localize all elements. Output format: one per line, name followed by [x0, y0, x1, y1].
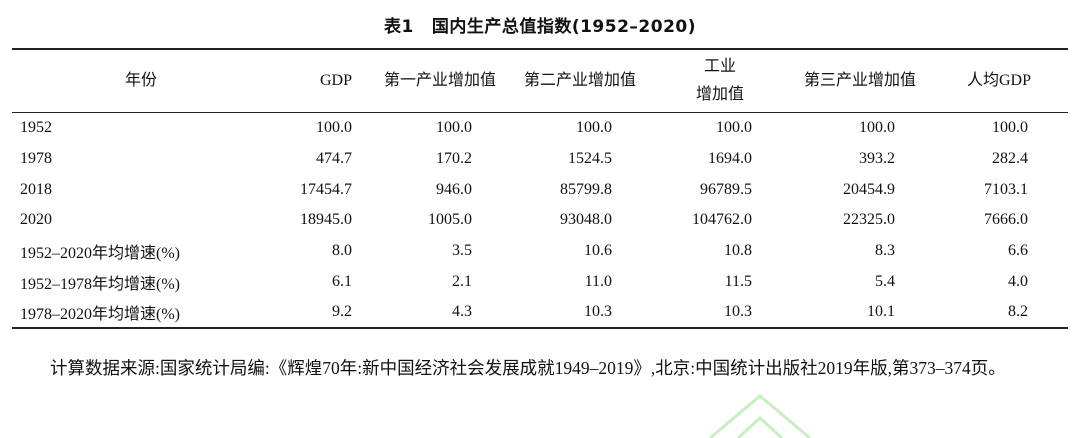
cell-industry: 1694.0: [708, 150, 752, 168]
cell-per-capita: 7103.1: [984, 180, 1028, 198]
cell-per-capita: 6.6: [1008, 242, 1028, 260]
cell-tertiary: 10.1: [867, 303, 895, 321]
top-rule: [12, 48, 1068, 50]
cell-per-capita: 4.0: [1008, 272, 1028, 290]
watermark-icon: [709, 394, 811, 438]
cell-tertiary: 393.2: [859, 150, 895, 168]
header-industry-line2: 增加值: [695, 86, 744, 103]
table-row: 2018 17454.7 946.0 85799.8 96789.5 20454.9 710…: [12, 174, 1068, 205]
bottom-rule: [12, 327, 1068, 329]
cell-tertiary: 5.4: [875, 272, 895, 290]
header-industry: 工业 增加值: [650, 50, 790, 112]
table-row: 1952–2020年均增速(%) 8.0 3.5 10.6 10.8 8.3 6.6: [12, 236, 1068, 267]
cell-secondary: 10.3: [584, 303, 612, 321]
cell-secondary: 85799.8: [560, 180, 612, 198]
cell-secondary: 100.0: [576, 119, 612, 137]
cell-industry: 104762.0: [692, 211, 752, 229]
header-gdp: GDP: [319, 72, 352, 89]
header-rule: [12, 112, 1068, 113]
cell-primary: 946.0: [436, 180, 472, 198]
cell-primary: 4.3: [452, 303, 472, 321]
cell-industry: 11.5: [724, 272, 752, 290]
cell-year: 2018: [20, 180, 52, 198]
cell-primary: 2.1: [452, 272, 472, 290]
cell-secondary: 11.0: [584, 272, 612, 290]
header-primary: 第一产业增加值: [383, 72, 496, 89]
cell-year: 2020: [20, 211, 52, 229]
cell-gdp: 17454.7: [300, 180, 352, 198]
cell-year: 1952–1978年均增速(%): [20, 275, 180, 293]
cell-gdp: 100.0: [316, 119, 352, 137]
header-industry-line1: 工业: [703, 58, 736, 75]
cell-gdp: 9.2: [332, 303, 352, 321]
cell-gdp: 18945.0: [300, 211, 352, 229]
cell-tertiary: 22325.0: [843, 211, 895, 229]
cell-primary: 100.0: [436, 119, 472, 137]
watermark-outer-chevron: [709, 394, 811, 438]
watermark-inner-chevron: [736, 415, 784, 438]
cell-per-capita: 282.4: [992, 150, 1028, 168]
table-row: 2020 18945.0 1005.0 93048.0 104762.0 22325.0 7…: [12, 205, 1068, 236]
cell-primary: 3.5: [452, 242, 472, 260]
cell-gdp: 8.0: [332, 242, 352, 260]
cell-secondary: 93048.0: [560, 211, 612, 229]
table-label: 表1: [383, 17, 414, 37]
cell-per-capita: 7666.0: [984, 211, 1028, 229]
header-row: 年份 GDP 第一产业增加值 第二产业增加值 工业 增加值 第三产业增加值 人均…: [12, 50, 1068, 112]
cell-per-capita: 8.2: [1008, 303, 1028, 321]
table-body: 1952 100.0 100.0 100.0 100.0 100.0 100.0 1978 47…: [12, 112, 1068, 328]
table-caption: 表1 国内生产总值指数(1952–2020): [0, 12, 1080, 37]
header-tertiary: 第三产业增加值: [803, 72, 916, 89]
table-title: 国内生产总值指数(1952–2020): [431, 17, 696, 37]
cell-secondary: 1524.5: [568, 150, 612, 168]
cell-year: 1952: [20, 119, 52, 137]
cell-year: 1978: [20, 150, 52, 168]
table-row: 1978–2020年均增速(%) 9.2 4.3 10.3 10.3 10.1 8.2: [12, 297, 1068, 328]
cell-per-capita: 100.0: [992, 119, 1028, 137]
cell-industry: 10.3: [724, 303, 752, 321]
gdp-index-table: 年份 GDP 第一产业增加值 第二产业增加值 工业 增加值 第三产业增加值 人均…: [12, 50, 1068, 328]
header-secondary: 第二产业增加值: [523, 72, 636, 89]
header-year: 年份: [124, 72, 157, 89]
cell-secondary: 10.6: [584, 242, 612, 260]
cell-tertiary: 20454.9: [843, 180, 895, 198]
cell-gdp: 6.1: [332, 272, 352, 290]
cell-industry: 10.8: [724, 242, 752, 260]
cell-industry: 96789.5: [700, 180, 752, 198]
source-note: 计算数据来源:国家统计局编:《辉煌70年:新中国经济社会发展成就1949–201…: [50, 358, 1006, 378]
table-row: 1978 474.7 170.2 1524.5 1694.0 393.2 282.4: [12, 144, 1068, 175]
cell-year: 1978–2020年均增速(%): [20, 306, 180, 324]
cell-primary: 1005.0: [428, 211, 472, 229]
cell-gdp: 474.7: [316, 150, 352, 168]
cell-year: 1952–2020年均增速(%): [20, 245, 180, 263]
cell-tertiary: 8.3: [875, 242, 895, 260]
cell-primary: 170.2: [436, 150, 472, 168]
cell-industry: 100.0: [716, 119, 752, 137]
cell-tertiary: 100.0: [859, 119, 895, 137]
table-row: 1952 100.0 100.0 100.0 100.0 100.0 100.0: [12, 112, 1068, 144]
table-row: 1952–1978年均增速(%) 6.1 2.1 11.0 11.5 5.4 4.0: [12, 266, 1068, 297]
header-per-capita: 人均GDP: [966, 72, 1031, 89]
